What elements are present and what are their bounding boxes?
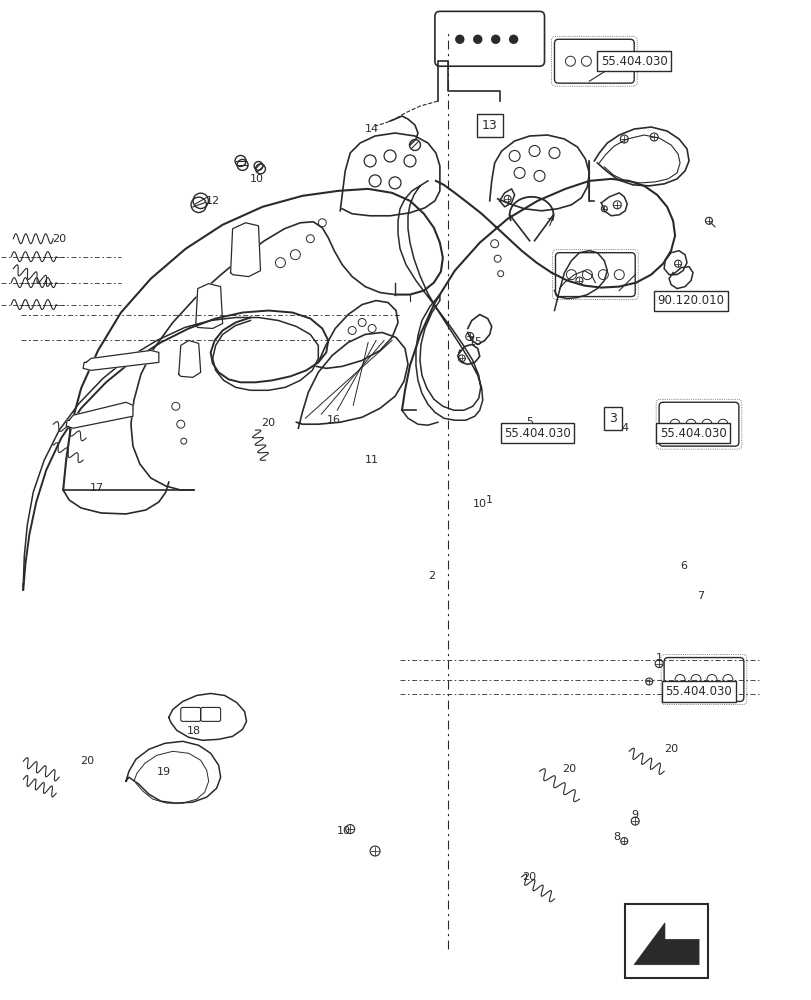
Text: 5: 5 bbox=[526, 417, 532, 427]
Text: 7: 7 bbox=[545, 218, 552, 228]
Circle shape bbox=[509, 35, 517, 43]
Text: 20: 20 bbox=[52, 234, 67, 244]
Text: 16: 16 bbox=[327, 415, 341, 425]
Text: 13: 13 bbox=[481, 119, 497, 132]
Text: 6: 6 bbox=[680, 561, 687, 571]
Text: 4: 4 bbox=[621, 423, 628, 433]
Text: 90.120.010: 90.120.010 bbox=[657, 294, 723, 307]
Text: 55.404.030: 55.404.030 bbox=[504, 427, 570, 440]
Text: 55.404.030: 55.404.030 bbox=[600, 55, 667, 68]
Text: 10: 10 bbox=[337, 826, 351, 836]
Polygon shape bbox=[230, 223, 260, 277]
Text: 20: 20 bbox=[663, 744, 677, 754]
Text: 17: 17 bbox=[90, 483, 104, 493]
Text: 14: 14 bbox=[365, 124, 379, 134]
Text: 20: 20 bbox=[80, 756, 94, 766]
Text: 2: 2 bbox=[428, 571, 435, 581]
Text: 55.404.030: 55.404.030 bbox=[665, 685, 732, 698]
Text: 11: 11 bbox=[365, 455, 379, 465]
Text: 1: 1 bbox=[486, 495, 492, 505]
Polygon shape bbox=[83, 350, 159, 370]
Text: 10: 10 bbox=[472, 499, 486, 509]
Text: 12: 12 bbox=[205, 196, 220, 206]
Polygon shape bbox=[66, 402, 133, 428]
Text: 55.404.030: 55.404.030 bbox=[659, 427, 726, 440]
Text: 15: 15 bbox=[468, 337, 483, 347]
Text: 20: 20 bbox=[521, 872, 536, 882]
Text: 19: 19 bbox=[157, 767, 170, 777]
Text: 20: 20 bbox=[261, 418, 275, 428]
Circle shape bbox=[473, 35, 481, 43]
Text: 20: 20 bbox=[562, 764, 576, 774]
Circle shape bbox=[491, 35, 499, 43]
FancyBboxPatch shape bbox=[624, 904, 707, 978]
Text: 10: 10 bbox=[249, 174, 264, 184]
Text: 18: 18 bbox=[187, 726, 200, 736]
Text: 9: 9 bbox=[631, 810, 638, 820]
Text: 1: 1 bbox=[654, 653, 662, 663]
Circle shape bbox=[455, 35, 463, 43]
Polygon shape bbox=[633, 923, 698, 965]
Text: 3: 3 bbox=[608, 412, 616, 425]
Text: 7: 7 bbox=[697, 591, 704, 601]
Polygon shape bbox=[195, 284, 222, 328]
Polygon shape bbox=[178, 340, 200, 377]
Text: 8: 8 bbox=[613, 832, 620, 842]
